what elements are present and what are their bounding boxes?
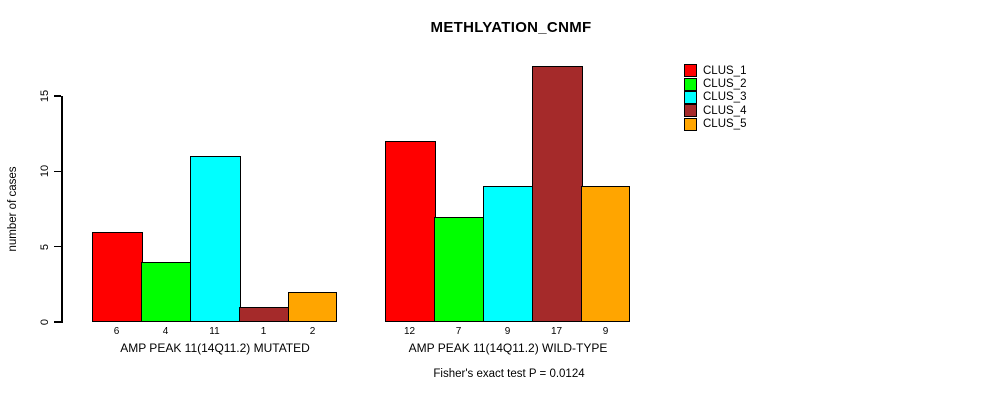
bar-value-label: 4	[162, 326, 169, 337]
legend-label: CLUS_4	[703, 104, 747, 117]
legend-item: CLUS_2	[684, 77, 747, 91]
legend-item: CLUS_4	[684, 104, 747, 118]
bar-value-label: 1	[260, 326, 267, 337]
legend-color-swatch-clus_4	[684, 104, 697, 118]
bar-value-label: 6	[113, 326, 120, 337]
bar-clus_5-mutated	[288, 291, 337, 322]
legend-label: CLUS_3	[703, 91, 747, 104]
bar-value-label: 7	[455, 326, 462, 337]
legend-item: CLUS_3	[684, 90, 747, 104]
y-axis-label: number of cases	[7, 166, 19, 252]
legend-label: CLUS_5	[703, 118, 747, 131]
bar-clus_1-mutated	[92, 231, 143, 322]
bar-clus_3-wild-type	[483, 186, 534, 322]
legend: CLUS_1 CLUS_2 CLUS_3 CLUS_4 CLUS_5	[684, 64, 746, 131]
chart-title: METHLYATION_CNMF	[430, 19, 592, 36]
bar-clus_1-wild-type	[385, 141, 436, 322]
bar-value-label: 9	[504, 326, 511, 337]
legend-color-swatch-clus_5	[684, 117, 697, 131]
y-axis-tick-label: 5	[39, 243, 51, 250]
bar-value-label: 2	[309, 326, 316, 337]
legend-color-swatch-clus_3	[684, 90, 697, 104]
bar-clus_2-wild-type	[434, 216, 485, 322]
legend-item: CLUS_1	[684, 64, 747, 78]
y-axis-tick-label: 15	[39, 89, 51, 103]
bar-clus_4-wild-type	[532, 65, 583, 322]
legend-item: CLUS_5	[684, 117, 747, 131]
legend-label: CLUS_1	[703, 64, 747, 77]
legend-color-swatch-clus_2	[684, 77, 697, 91]
y-axis-tick-label: 0	[39, 318, 51, 326]
bar-value-label: 17	[550, 326, 563, 337]
bar-value-label: 11	[209, 326, 220, 337]
y-axis-tick-label: 10	[39, 165, 51, 178]
bar-value-label: 12	[403, 326, 416, 337]
y-axis-line	[61, 96, 63, 323]
group-label-wild-type: AMP PEAK 11(14Q11.2) WILD-TYPE	[408, 341, 608, 355]
bar-clus_5-wild-type	[581, 186, 630, 322]
bar-clus_3-mutated	[190, 156, 241, 322]
bar-clus_4-mutated	[239, 306, 290, 322]
fisher-test-annotation: Fisher's exact test P = 0.0124	[433, 368, 585, 380]
y-axis-tick	[54, 170, 61, 173]
legend-label: CLUS_2	[703, 78, 747, 91]
y-axis-tick	[54, 95, 61, 97]
bar-value-label: 9	[602, 326, 609, 337]
bar-clus_2-mutated	[141, 261, 192, 322]
y-axis-tick	[54, 321, 61, 323]
group-label-mutated: AMP PEAK 11(14Q11.2) MUTATED	[120, 341, 310, 355]
y-axis-tick	[54, 245, 61, 248]
legend-color-swatch-clus_1	[684, 64, 697, 78]
